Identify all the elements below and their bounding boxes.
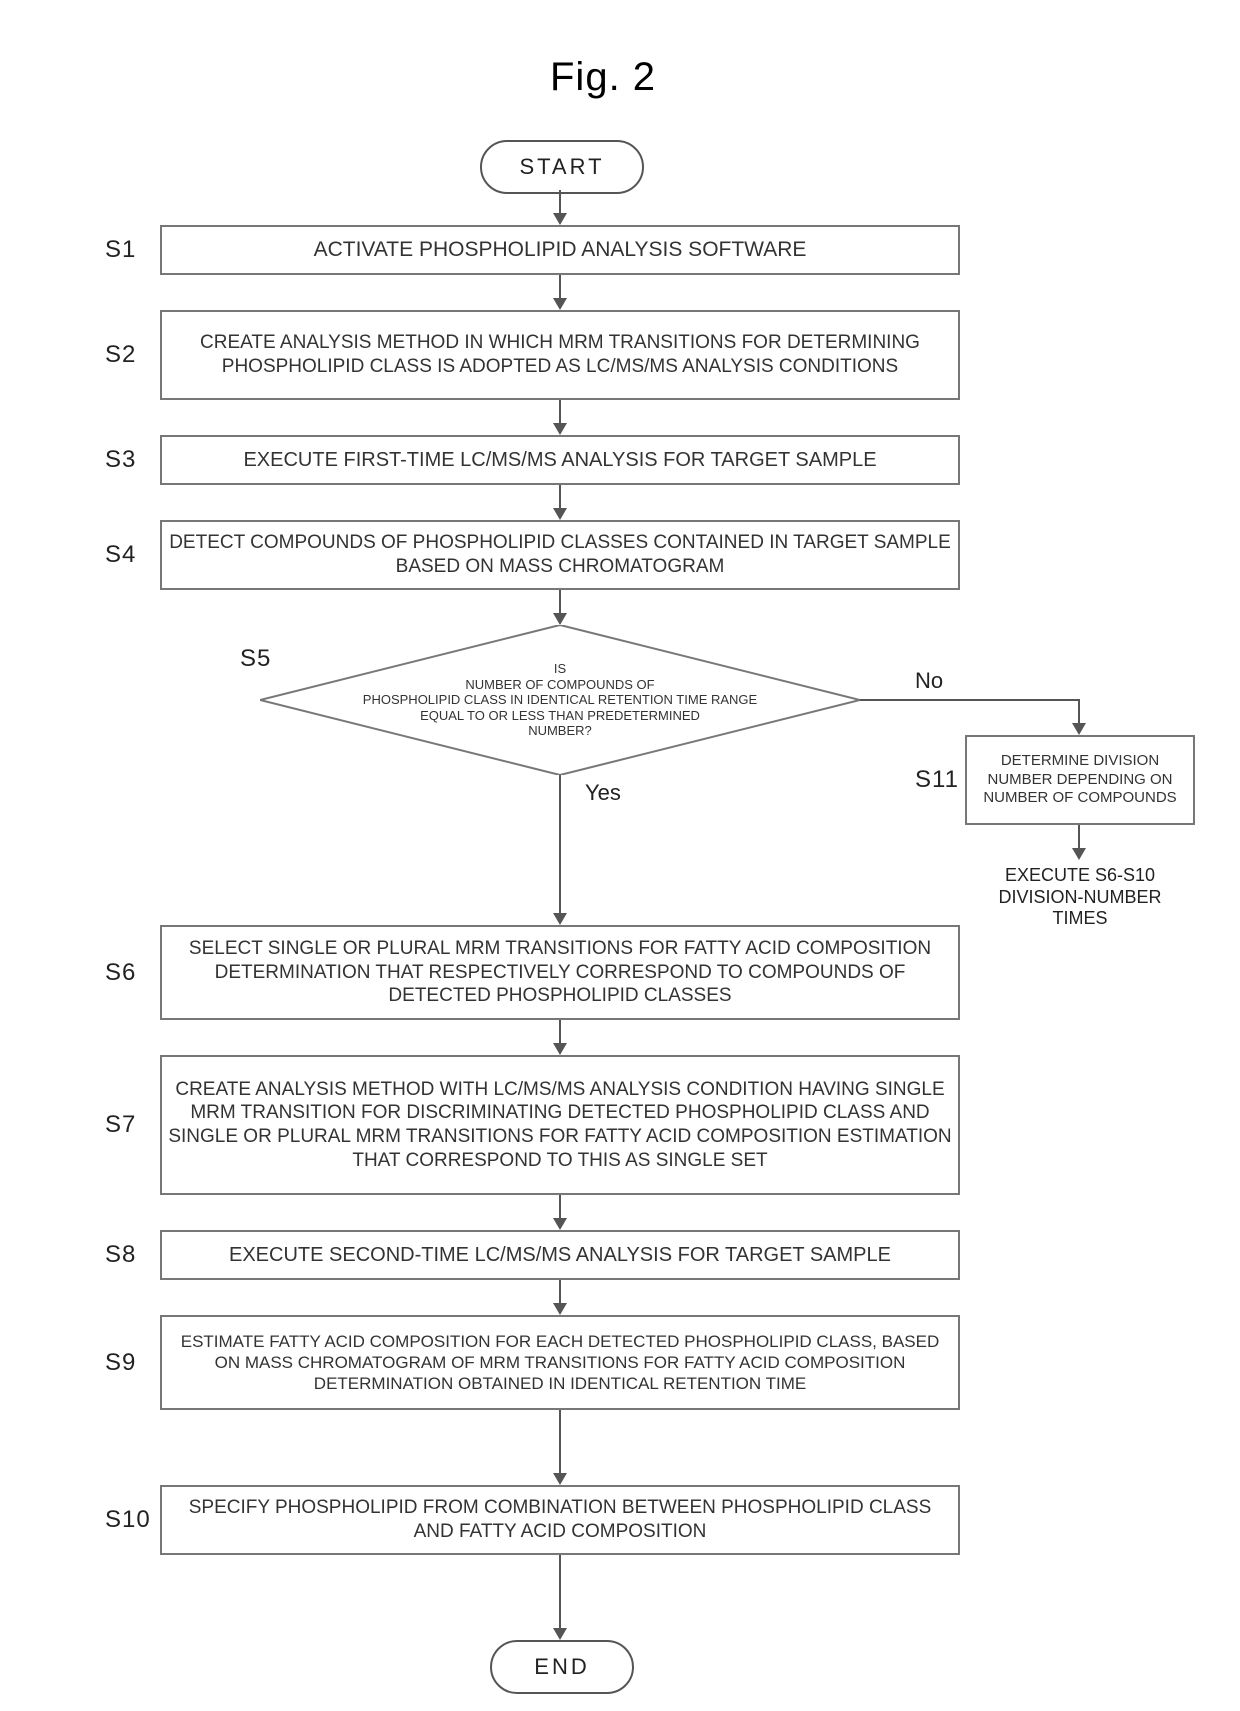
arrow [559,1020,561,1045]
step-label-s9: S9 [105,1349,136,1377]
process-s8: EXECUTE SECOND-TIME LC/MS/MS ANALYSIS FO… [160,1230,960,1280]
note-line: DIVISION-NUMBER TIMES [970,887,1190,930]
arrow [559,1410,561,1475]
process-s1: ACTIVATE PHOSPHOLIPID ANALYSIS SOFTWARE [160,225,960,275]
process-s10: SPECIFY PHOSPHOLIPID FROM COMBINATION BE… [160,1485,960,1555]
note-line: EXECUTE S6-S10 [970,865,1190,887]
process-text: ESTIMATE FATTY ACID COMPOSITION FOR EACH… [168,1331,952,1395]
process-text: SPECIFY PHOSPHOLIPID FROM COMBINATION BE… [168,1496,952,1544]
step-label-s2: S2 [105,341,136,369]
step-label-s6: S6 [105,959,136,987]
step-label-s3: S3 [105,446,136,474]
arrow-head [553,1473,567,1485]
arrow [1078,699,1080,725]
arrow [559,1555,561,1630]
process-text: DETERMINE DIVISION NUMBER DEPENDING ON N… [973,752,1187,808]
decision-line: NUMBER? [330,723,790,739]
process-s4: DETECT COMPOUNDS OF PHOSPHOLIPID CLASSES… [160,520,960,590]
decision-line: NUMBER OF COMPOUNDS OF [330,677,790,693]
arrow-head [553,613,567,625]
process-s2: CREATE ANALYSIS METHOD IN WHICH MRM TRAN… [160,310,960,400]
process-text: CREATE ANALYSIS METHOD WITH LC/MS/MS ANA… [168,1078,952,1173]
process-text: EXECUTE FIRST-TIME LC/MS/MS ANALYSIS FOR… [243,448,876,473]
arrow [559,485,561,510]
process-s11: DETERMINE DIVISION NUMBER DEPENDING ON N… [965,735,1195,825]
arrow [559,775,561,915]
decision-line: PHOSPHOLIPID CLASS IN IDENTICAL RETENTIO… [330,692,790,708]
process-text: CREATE ANALYSIS METHOD IN WHICH MRM TRAN… [168,331,952,379]
label-no: No [915,668,943,694]
terminal-end: END [490,1640,634,1694]
arrow [559,1195,561,1220]
process-text: DETECT COMPOUNDS OF PHOSPHOLIPID CLASSES… [168,531,952,579]
step-label-s1: S1 [105,236,136,264]
arrow-head [1072,723,1086,735]
arrow-head [553,423,567,435]
process-text: SELECT SINGLE OR PLURAL MRM TRANSITIONS … [168,937,952,1008]
decision-text: ISNUMBER OF COMPOUNDS OFPHOSPHOLIPID CLA… [260,661,860,739]
process-s9: ESTIMATE FATTY ACID COMPOSITION FOR EACH… [160,1315,960,1410]
process-s7: CREATE ANALYSIS METHOD WITH LC/MS/MS ANA… [160,1055,960,1195]
terminal-start: START [480,140,644,194]
decision-s5: ISNUMBER OF COMPOUNDS OFPHOSPHOLIPID CLA… [260,625,860,775]
decision-line: EQUAL TO OR LESS THAN PREDETERMINED [330,708,790,724]
arrow [559,400,561,425]
arrow-head [553,1628,567,1640]
arrow [559,190,561,215]
step-label-s11: S11 [915,766,959,794]
side-note: EXECUTE S6-S10DIVISION-NUMBER TIMES [970,865,1190,930]
step-label-s4: S4 [105,541,136,569]
arrow-head [553,1218,567,1230]
process-s3: EXECUTE FIRST-TIME LC/MS/MS ANALYSIS FOR… [160,435,960,485]
arrow-head [553,1303,567,1315]
arrow-head [1072,848,1086,860]
arrow-head [553,508,567,520]
step-label-s10: S10 [105,1506,151,1534]
arrow [559,590,561,615]
decision-line: IS [330,661,790,677]
arrow-head [553,213,567,225]
arrow [559,275,561,300]
arrow-head [553,913,567,925]
process-text: ACTIVATE PHOSPHOLIPID ANALYSIS SOFTWARE [314,237,807,263]
process-s6: SELECT SINGLE OR PLURAL MRM TRANSITIONS … [160,925,960,1020]
step-label-s8: S8 [105,1241,136,1269]
arrow-head [553,1043,567,1055]
arrow-head [553,298,567,310]
arrow [860,699,1078,701]
step-label-s5: S5 [240,645,271,673]
process-text: EXECUTE SECOND-TIME LC/MS/MS ANALYSIS FO… [229,1243,891,1268]
label-yes: Yes [585,780,621,806]
arrow [1078,825,1080,850]
arrow [559,1280,561,1305]
figure-title: Fig. 2 [550,55,656,100]
step-label-s7: S7 [105,1111,136,1139]
